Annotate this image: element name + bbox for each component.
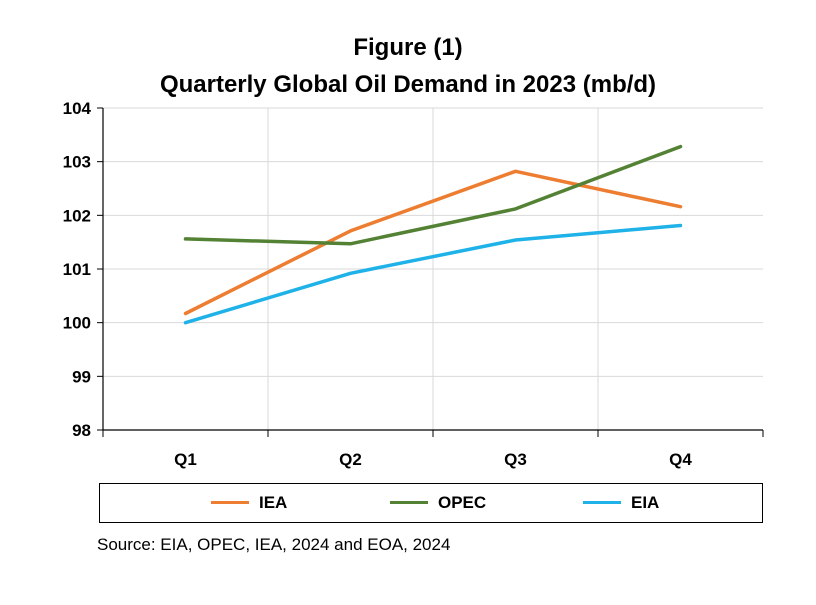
legend-item-eia: EIA xyxy=(583,484,659,521)
line-chart: 98 99 100 101 102 103 104 Q1 Q2 Q3 Q4 xyxy=(63,99,764,469)
legend-item-iea: IEA xyxy=(211,484,287,521)
x-tick-label: Q1 xyxy=(174,450,197,469)
y-tick-label: 102 xyxy=(63,206,91,225)
legend-item-opec: OPEC xyxy=(390,484,486,521)
legend-swatch xyxy=(390,501,428,504)
source-note: Source: EIA, OPEC, IEA, 2024 and EOA, 20… xyxy=(97,535,451,554)
y-tick-label: 100 xyxy=(63,314,91,333)
y-tick-label: 98 xyxy=(72,421,91,440)
axis-layer xyxy=(97,107,764,437)
legend-swatch xyxy=(211,501,249,504)
y-tick-label: 99 xyxy=(72,367,91,386)
x-tick-label: Q2 xyxy=(339,450,362,469)
grid-layer xyxy=(103,107,763,430)
tick-label-layer: 98 99 100 101 102 103 104 Q1 Q2 Q3 Q4 xyxy=(63,99,693,469)
legend-label: IEA xyxy=(259,492,288,512)
y-tick-label: 103 xyxy=(63,153,91,172)
chart-title-line1: Figure (1) xyxy=(353,34,463,61)
legend-swatch xyxy=(583,501,621,504)
y-tick-label: 101 xyxy=(63,260,91,279)
legend-label: EIA xyxy=(631,492,660,512)
series-layer xyxy=(183,144,683,325)
legend-label: OPEC xyxy=(438,492,487,512)
chart-title: Quarterly Global Oil Demand in 2023 (mb/… xyxy=(159,71,657,98)
series-line-eia xyxy=(183,223,683,325)
series-line-iea xyxy=(183,169,683,316)
y-tick-label: 104 xyxy=(63,99,92,118)
series-line-opec xyxy=(183,144,683,246)
chart-legend: IEA OPEC EIA xyxy=(99,483,763,523)
x-tick-label: Q4 xyxy=(669,450,692,469)
x-tick-label: Q3 xyxy=(504,450,527,469)
